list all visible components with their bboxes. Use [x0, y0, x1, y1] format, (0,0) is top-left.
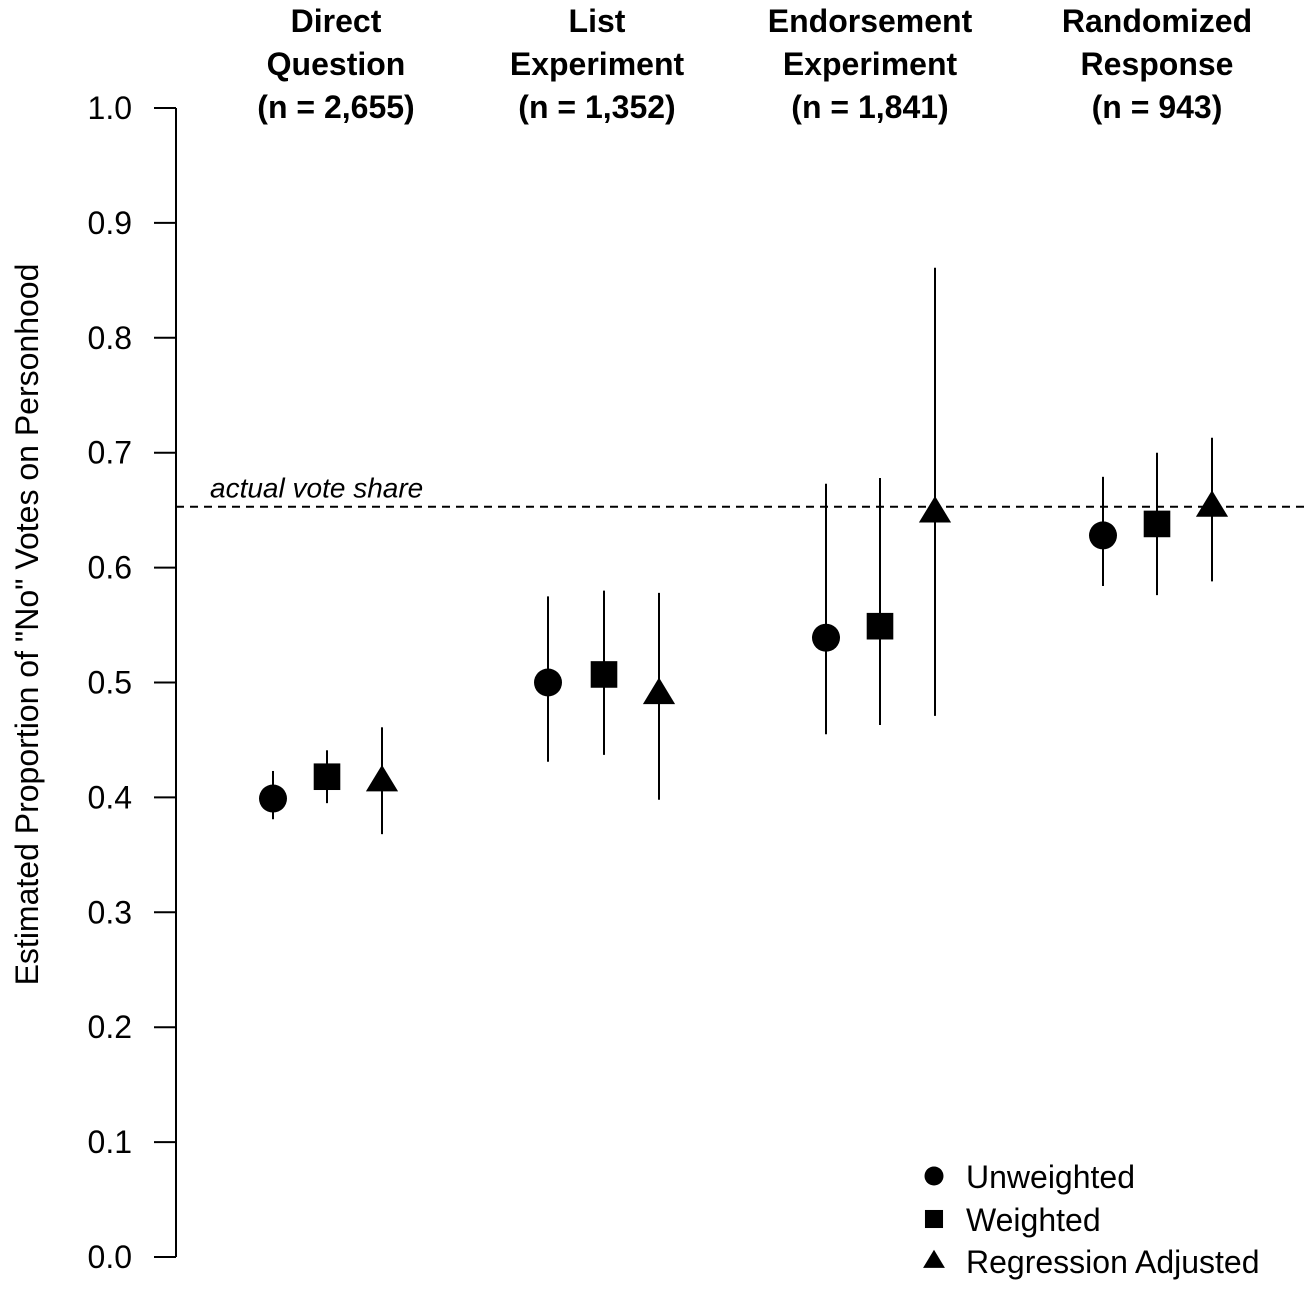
- group-header-label: (n = 1,352): [518, 89, 675, 125]
- y-tick-label: 0.8: [88, 320, 132, 356]
- reference-line-label: actual vote share: [210, 473, 423, 504]
- point-circle: [1089, 521, 1117, 550]
- y-tick-label: 1.0: [88, 90, 132, 126]
- point-square: [590, 661, 618, 688]
- point-square: [1143, 510, 1171, 538]
- point-triangle: [918, 495, 952, 523]
- legend-label: Unweighted: [966, 1159, 1135, 1195]
- group-header-label: (n = 1,841): [791, 89, 948, 125]
- point-circle: [534, 668, 562, 697]
- point-circle: [259, 784, 287, 813]
- group-header-label: Randomized: [1062, 3, 1252, 39]
- legend-marker-triangle: [923, 1249, 945, 1268]
- point-triangle: [1195, 490, 1229, 517]
- y-tick-label: 0.5: [88, 665, 132, 701]
- point-circle: [812, 623, 840, 652]
- group-header-label: Direct: [291, 3, 382, 39]
- point-square: [866, 612, 894, 640]
- y-tick-label: 0.6: [88, 550, 132, 586]
- legend-label: Weighted: [966, 1202, 1101, 1238]
- group-header-label: Question: [267, 46, 406, 82]
- y-tick-label: 0.2: [88, 1009, 132, 1045]
- legend-label: Regression Adjusted: [966, 1244, 1260, 1280]
- group-header-label: (n = 943): [1092, 89, 1223, 125]
- group-header-label: (n = 2,655): [257, 89, 414, 125]
- group-header-label: Experiment: [510, 46, 685, 82]
- legend-marker-circle: [924, 1166, 944, 1186]
- y-tick-label: 0.4: [88, 779, 132, 815]
- point-square: [313, 763, 341, 791]
- group-header-label: List: [569, 3, 626, 39]
- point-triangle: [642, 677, 676, 705]
- group-header-label: Experiment: [783, 46, 958, 82]
- y-tick-label: 0.9: [88, 205, 132, 241]
- y-axis-title: Estimated Proportion of "No" Votes on Pe…: [9, 264, 45, 986]
- group-header-label: Endorsement: [768, 3, 973, 39]
- y-tick-label: 0.7: [88, 435, 132, 471]
- y-tick-label: 0.3: [88, 894, 132, 930]
- point-triangle: [365, 764, 399, 792]
- y-tick-label: 0.1: [88, 1124, 132, 1160]
- legend-marker-square: [924, 1209, 944, 1229]
- y-tick-label: 0.0: [88, 1239, 132, 1275]
- group-header-label: Response: [1081, 46, 1234, 82]
